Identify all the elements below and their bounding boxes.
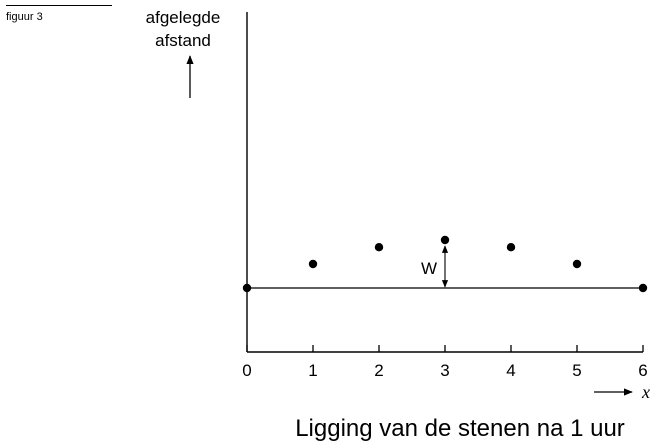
y-axis-label-line-1: afgelegde: [146, 8, 221, 27]
y-axis-label-line-2: afstand: [155, 31, 211, 50]
x-tick-label: 6: [638, 361, 647, 380]
w-annotation-label: W: [421, 259, 437, 278]
data-point: [440, 235, 450, 245]
data-points: [242, 235, 648, 293]
x-tick-label: 4: [506, 361, 515, 380]
x-ticks: [246, 345, 644, 352]
x-tick-label: 1: [308, 361, 317, 380]
data-point: [374, 243, 384, 252]
figure-label: figuur 3: [6, 11, 43, 23]
side-rule: [6, 5, 112, 6]
data-point: [308, 259, 318, 269]
x-tick-label: 0: [242, 361, 251, 380]
baseline-point: [242, 283, 252, 293]
x-tick-label: 2: [374, 361, 383, 380]
x-tick-labels: 0 1 2 3 4 5 6: [242, 361, 647, 380]
x-tick-label: 5: [572, 361, 581, 380]
data-point: [572, 259, 582, 269]
baseline-point: [638, 283, 648, 293]
x-tick-label: 3: [440, 361, 449, 380]
chart-caption: Ligging van de stenen na 1 uur: [295, 415, 625, 442]
data-point: [506, 243, 516, 252]
x-axis-label: x: [641, 382, 650, 402]
